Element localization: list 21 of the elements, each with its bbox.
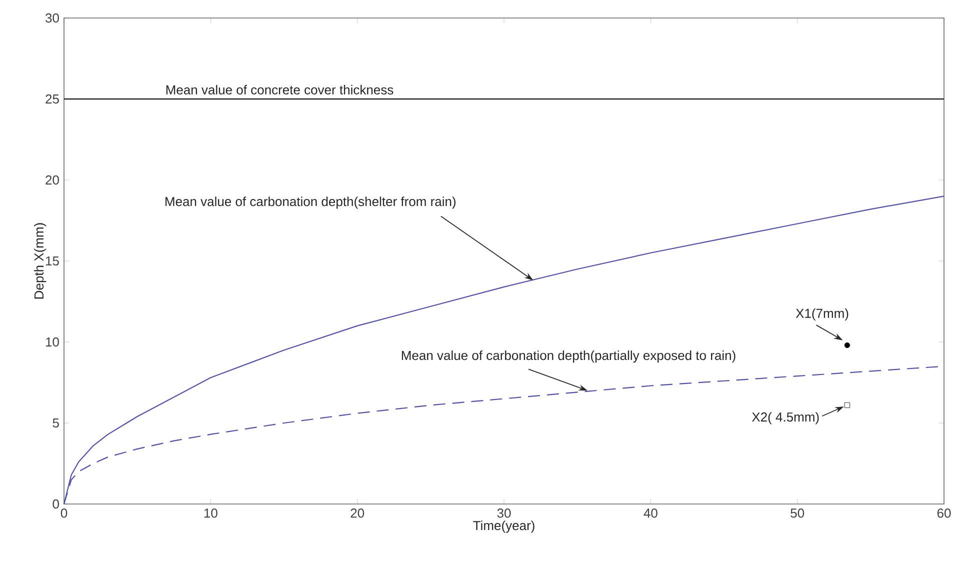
- y-tick-label: 25: [46, 94, 59, 104]
- x-tick-label: 60: [937, 508, 951, 518]
- y-tick-label: 15: [46, 256, 59, 266]
- annotation: X1(7mm): [796, 308, 848, 321]
- y-tick-label: 5: [52, 418, 59, 428]
- annotation: X2( 4.5mm): [752, 412, 819, 424]
- y-axis-title: Depth X(mm): [34, 223, 46, 299]
- annotation: Mean value of carbonation depth(shelter from rain): [166, 196, 456, 209]
- ref-line-label: Mean value of concrete cover thickness: [166, 84, 394, 94]
- x-tick-label: 20: [350, 508, 364, 518]
- x-tick-label: 30: [497, 508, 511, 518]
- annotation: Mean value of carbonation depth(partially exposed to rain): [402, 350, 736, 363]
- x-tick-label: 40: [644, 508, 658, 518]
- x-tick-label: 10: [204, 508, 218, 518]
- y-tick-label: 0: [52, 499, 59, 509]
- x-axis-title: Time(year): [473, 520, 534, 533]
- x-tick-label: 0: [60, 508, 68, 518]
- y-tick-label: 20: [46, 175, 59, 185]
- x-tick-label: 50: [790, 508, 804, 518]
- y-tick-label: 30: [46, 13, 59, 23]
- y-tick-label: 10: [46, 337, 59, 347]
